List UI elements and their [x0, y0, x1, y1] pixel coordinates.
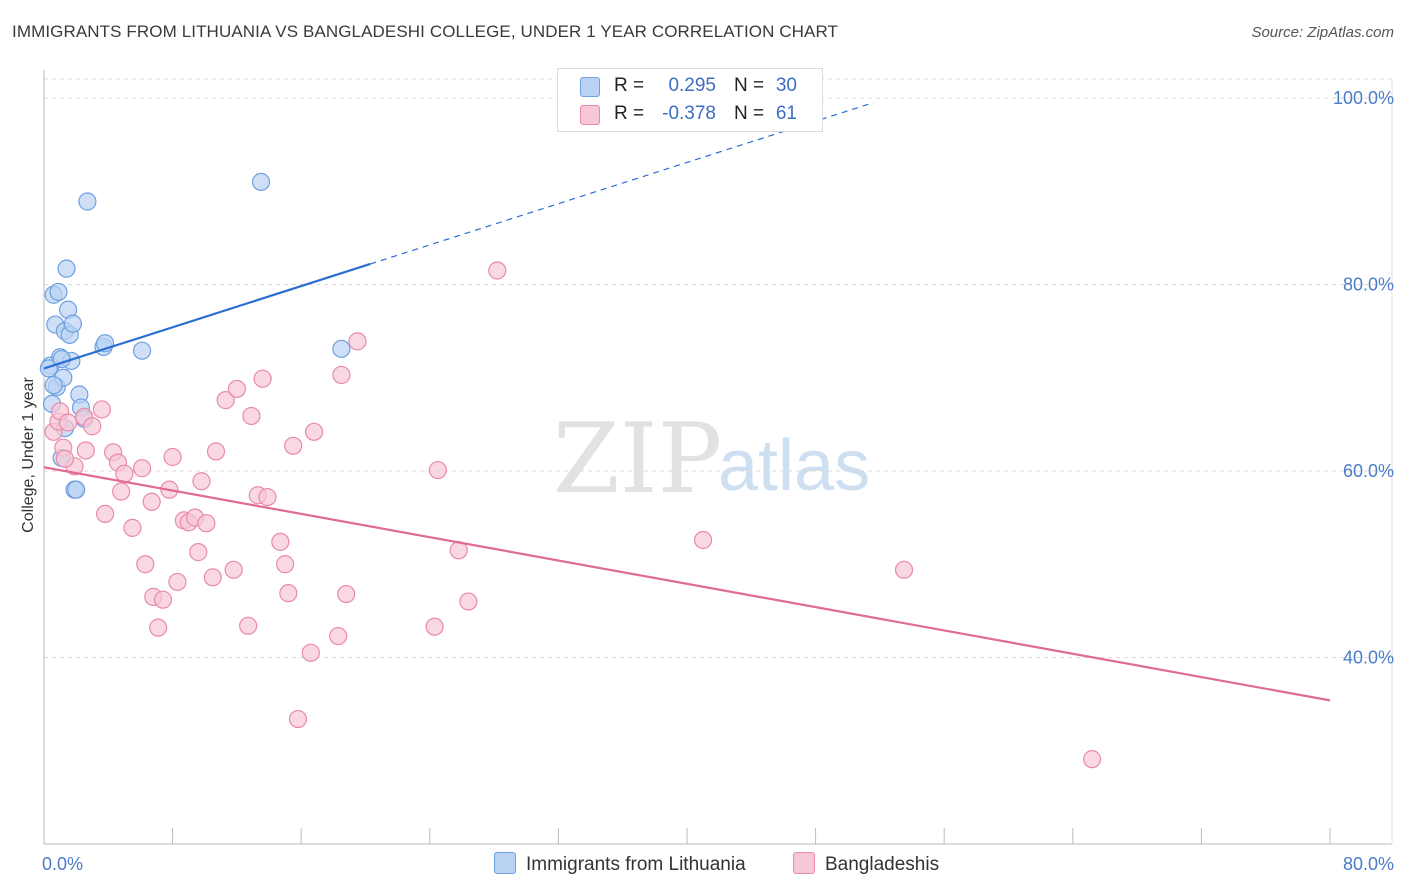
- point-bangladeshis: [59, 413, 78, 432]
- grid: [44, 78, 1392, 658]
- point-bangladeshis: [203, 568, 222, 587]
- point-lithuania: [251, 172, 271, 192]
- point-bangladeshis: [123, 518, 142, 537]
- point-bangladeshis: [136, 555, 155, 574]
- series-swatch-bangladeshis: [793, 852, 815, 874]
- watermark-atlas: atlas: [718, 426, 870, 506]
- point-bangladeshis: [55, 449, 74, 468]
- point-bangladeshis: [95, 504, 115, 523]
- trend-line-lithuania: [43, 262, 371, 370]
- point-bangladeshis: [253, 369, 272, 388]
- point-bangladeshis: [425, 617, 444, 636]
- y-tick-label: 60.0%: [1343, 461, 1394, 481]
- point-lithuania: [67, 480, 86, 499]
- point-bangladeshis: [284, 436, 303, 455]
- point-bangladeshis: [153, 590, 173, 609]
- legend-n-label: N =: [734, 75, 765, 96]
- series-name-bangladeshis: Bangladeshis: [825, 854, 940, 875]
- series-swatch-lithuania: [494, 852, 516, 874]
- series-name-lithuania: Immigrants from Lithuania: [526, 854, 746, 875]
- point-bangladeshis: [227, 379, 246, 399]
- point-bangladeshis: [149, 618, 168, 637]
- point-lithuania: [39, 359, 58, 378]
- legend-row-lithuania: R = 0.295 N = 30: [558, 73, 822, 101]
- legend-r-value: -0.378: [662, 103, 716, 124]
- point-bangladeshis: [894, 560, 914, 579]
- chart-title: IMMIGRANTS FROM LITHUANIA VS BANGLADESHI…: [12, 22, 839, 41]
- legend-n-label: N =: [734, 103, 765, 124]
- y-tick-labels: 40.0% 60.0% 80.0% 100.0%: [1333, 88, 1394, 668]
- point-bangladeshis: [192, 472, 211, 491]
- trend-line-bangladeshis: [43, 466, 1331, 702]
- point-lithuania: [78, 192, 97, 211]
- point-bangladeshis: [76, 441, 95, 460]
- legend-r-value: 0.295: [668, 75, 716, 96]
- legend-r-label: R =: [614, 103, 645, 124]
- point-bangladeshis: [216, 391, 235, 410]
- point-bangladeshis: [276, 555, 295, 574]
- point-bangladeshis: [258, 487, 277, 507]
- y-axis-label: College, Under 1 year: [20, 377, 37, 533]
- point-bangladeshis: [206, 442, 226, 461]
- point-bangladeshis: [197, 514, 216, 533]
- y-tick-label: 40.0%: [1343, 647, 1394, 667]
- point-bangladeshis: [1082, 750, 1102, 769]
- point-lithuania: [57, 259, 76, 278]
- point-bangladeshis: [224, 560, 243, 579]
- point-bangladeshis: [271, 532, 290, 551]
- point-bangladeshis: [301, 643, 320, 662]
- x-tick-labels: 0.0% 80.0%: [42, 854, 1394, 874]
- point-bangladeshis: [332, 365, 351, 385]
- point-bangladeshis: [348, 332, 367, 351]
- series-legend-lithuania: Immigrants from Lithuania: [494, 852, 746, 876]
- point-lithuania: [49, 282, 68, 302]
- series-legend-bangladeshis: Bangladeshis: [793, 852, 939, 876]
- point-bangladeshis: [329, 626, 348, 646]
- point-bangladeshis: [459, 592, 478, 611]
- point-bangladeshis: [242, 406, 261, 426]
- data-points: [39, 172, 1102, 769]
- point-bangladeshis: [279, 584, 298, 603]
- point-bangladeshis: [112, 482, 131, 501]
- trend-lines: [43, 102, 1331, 702]
- legend-n-value: 61: [775, 103, 797, 124]
- point-bangladeshis: [239, 616, 258, 635]
- point-bangladeshis: [337, 584, 356, 604]
- point-bangladeshis: [288, 709, 308, 729]
- point-bangladeshis: [163, 447, 182, 467]
- point-lithuania: [332, 339, 351, 358]
- legend-r-label: R =: [614, 75, 645, 96]
- point-bangladeshis: [304, 422, 324, 441]
- x-tick-label: 80.0%: [1343, 854, 1394, 874]
- y-tick-label: 80.0%: [1343, 274, 1394, 294]
- axes: [43, 70, 1393, 845]
- point-bangladeshis: [189, 543, 208, 562]
- point-bangladeshis: [488, 261, 507, 280]
- point-bangladeshis: [132, 459, 152, 478]
- point-bangladeshis: [92, 400, 111, 419]
- correlation-legend: R = 0.295 N = 30 R = -0.378 N = 61: [557, 68, 823, 132]
- point-bangladeshis: [428, 460, 447, 480]
- watermark: ZIP atlas: [553, 403, 870, 515]
- legend-swatch-bangladeshis: [580, 105, 600, 125]
- legend-row-bangladeshis: R = -0.378 N = 61: [558, 101, 822, 129]
- point-bangladeshis: [142, 492, 161, 511]
- watermark-zip: ZIP: [553, 403, 722, 515]
- point-lithuania: [44, 376, 63, 395]
- point-lithuania: [132, 341, 152, 360]
- x-tick-label: 0.0%: [42, 854, 83, 874]
- legend-n-value: 30: [775, 75, 797, 96]
- legend-swatch-lithuania: [580, 77, 600, 97]
- point-bangladeshis: [83, 417, 102, 436]
- point-bangladeshis: [168, 572, 187, 592]
- point-lithuania: [63, 314, 83, 333]
- y-tick-label: 100.0%: [1333, 88, 1394, 108]
- source-label: Source: ZipAtlas.com: [1251, 24, 1394, 41]
- point-bangladeshis: [693, 530, 713, 550]
